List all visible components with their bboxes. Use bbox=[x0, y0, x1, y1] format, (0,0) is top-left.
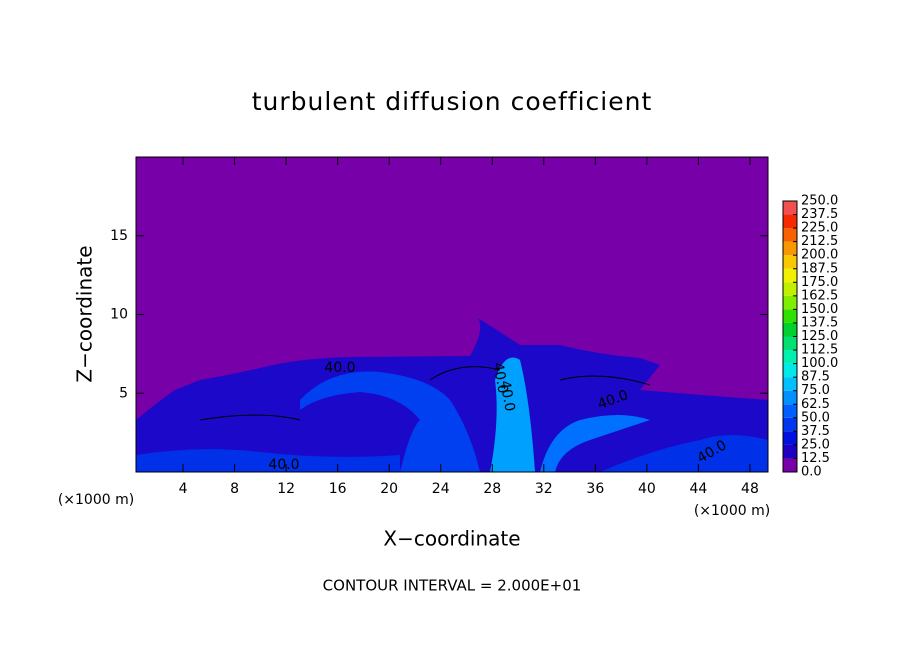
y-tick-label: 15 bbox=[110, 228, 128, 244]
colorbar-cell bbox=[783, 268, 797, 283]
field-region bbox=[540, 415, 650, 472]
contour-line bbox=[199, 366, 651, 421]
colorbar-cell bbox=[783, 295, 797, 310]
colorbar-cell bbox=[783, 336, 797, 351]
y-axis-label: Z−coordinate bbox=[73, 245, 97, 382]
colorbar-label: 137.5 bbox=[801, 315, 838, 330]
colorbar-cell bbox=[783, 404, 797, 418]
colorbar-label: 237.5 bbox=[801, 207, 838, 222]
x-tick-label: 8 bbox=[230, 481, 239, 497]
colorbar-label: 50.0 bbox=[801, 410, 830, 425]
colorbar-cell bbox=[783, 377, 797, 391]
colorbar-label: 100.0 bbox=[801, 356, 838, 371]
colorbar-label: 212.5 bbox=[801, 234, 838, 249]
x-tick-label: 32 bbox=[535, 481, 553, 497]
footer: CONTOUR INTERVAL = 2.000E+01 bbox=[323, 577, 582, 595]
contour-label: 40.0 bbox=[496, 379, 517, 412]
y-unit: (×1000 m) bbox=[694, 503, 770, 519]
colorbar-cell bbox=[783, 444, 797, 459]
field-region bbox=[136, 449, 400, 472]
colorbar-label: 0.0 bbox=[801, 465, 822, 480]
colorbar-label: 200.0 bbox=[801, 248, 838, 263]
x-tick-label: 24 bbox=[432, 481, 450, 497]
x-tick-label: 16 bbox=[329, 481, 347, 497]
colorbar-label: 187.5 bbox=[801, 261, 838, 276]
colorbar-cell bbox=[783, 201, 797, 215]
x-tick-label: 4 bbox=[179, 481, 188, 497]
field-region bbox=[490, 357, 535, 472]
x-tick-label: 40 bbox=[638, 481, 656, 497]
x-tick-label: 48 bbox=[741, 481, 759, 497]
colorbar-cell bbox=[783, 322, 797, 337]
colorbar-label: 125.0 bbox=[801, 329, 838, 344]
chart-title: turbulent diffusion coefficient bbox=[252, 87, 653, 116]
colorbar-label: 225.0 bbox=[801, 221, 838, 236]
contour-label: 40.0 bbox=[268, 457, 299, 473]
colorbar-label: 112.5 bbox=[801, 343, 838, 358]
x-tick-label: 28 bbox=[483, 481, 501, 497]
colorbar-label: 75.0 bbox=[801, 383, 830, 398]
colorbar-cell bbox=[783, 363, 797, 378]
colorbar-cell bbox=[783, 431, 797, 445]
colorbar-label: 162.5 bbox=[801, 288, 838, 303]
colorbar-cell bbox=[783, 241, 797, 256]
colorbar-label: 25.0 bbox=[801, 437, 830, 452]
x-unit: (×1000 m) bbox=[58, 492, 134, 508]
colorbar-cell bbox=[783, 228, 797, 242]
colorbar-cell bbox=[783, 390, 797, 405]
colorbar-cell bbox=[783, 214, 797, 229]
colorbar-cell bbox=[783, 458, 797, 472]
colorbar-label: 175.0 bbox=[801, 275, 838, 290]
field bbox=[136, 157, 768, 472]
y-tick-label: 10 bbox=[110, 307, 128, 323]
x-tick-label: 20 bbox=[380, 481, 398, 497]
x-tick-label: 36 bbox=[586, 481, 604, 497]
y-tick-label: 5 bbox=[119, 385, 128, 401]
colorbar-label: 37.5 bbox=[801, 424, 830, 439]
x-tick-label: 12 bbox=[277, 481, 295, 497]
colorbar-label: 12.5 bbox=[801, 451, 830, 466]
field-region bbox=[300, 371, 480, 472]
colorbar-cell bbox=[783, 255, 797, 269]
colorbar-label: 87.5 bbox=[801, 370, 830, 385]
colorbar-cell bbox=[783, 417, 797, 432]
x-tick-label: 44 bbox=[690, 481, 708, 497]
colorbar-cell bbox=[783, 309, 797, 323]
contour-label: 40.0 bbox=[489, 361, 510, 394]
field-region bbox=[136, 318, 768, 472]
colorbar-cell bbox=[783, 282, 797, 296]
field-region bbox=[600, 435, 768, 472]
colorbar-label: 250.0 bbox=[801, 194, 838, 209]
colorbar-label: 62.5 bbox=[801, 397, 830, 412]
colorbar-label: 150.0 bbox=[801, 302, 838, 317]
contour-label: 40.0 bbox=[324, 360, 355, 376]
colorbar-cell bbox=[783, 350, 797, 364]
x-axis-label: X−coordinate bbox=[383, 527, 520, 551]
